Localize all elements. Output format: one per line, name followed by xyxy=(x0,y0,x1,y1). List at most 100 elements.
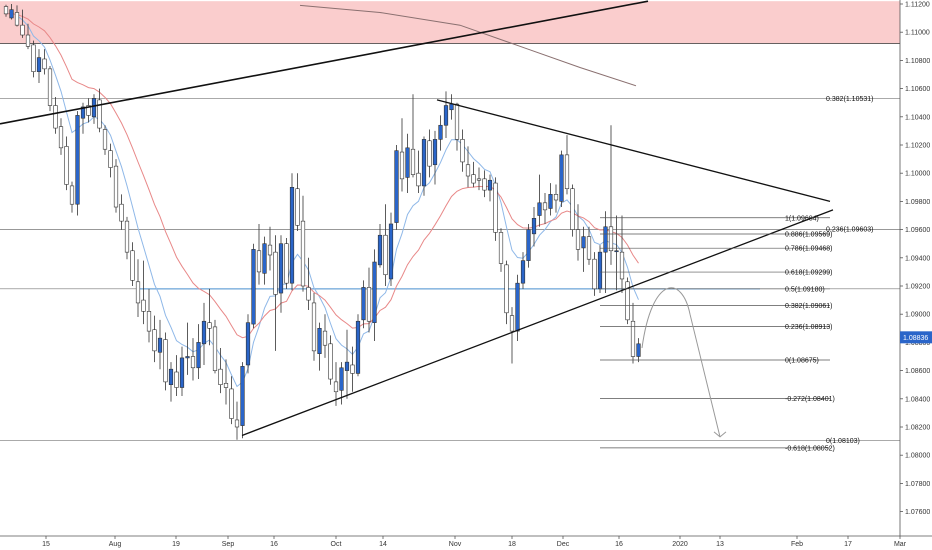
candle-down xyxy=(223,382,229,388)
x-tick-label: Aug xyxy=(109,541,122,548)
candle-up xyxy=(201,320,207,345)
candle-down xyxy=(311,302,317,352)
candle-down xyxy=(625,281,630,321)
y-tick-label: 1.08800 xyxy=(905,340,930,347)
candle-up xyxy=(372,261,377,323)
candle-down xyxy=(218,368,223,386)
y-tick-label: 1.10000 xyxy=(905,171,930,178)
current-price-tag xyxy=(900,331,932,344)
candle-up xyxy=(179,357,185,388)
x-tick-label: Mar xyxy=(894,541,907,548)
candle-down xyxy=(25,34,31,47)
fib-level-label: 0.382(1.09061) xyxy=(785,303,832,310)
candle-down xyxy=(471,174,476,184)
candle-up xyxy=(240,366,245,426)
candle-down xyxy=(328,343,333,380)
candle-up xyxy=(344,361,350,371)
candle-up xyxy=(157,337,163,353)
candle-up xyxy=(443,105,449,126)
x-tick-label: 16 xyxy=(615,541,623,548)
fib-level-label: 0.236(1.08913) xyxy=(785,324,832,331)
candle-up xyxy=(36,57,42,72)
y-tick-label: 1.11200 xyxy=(905,2,930,9)
candle-down xyxy=(64,146,69,185)
candle-down xyxy=(284,243,289,284)
fib-level-label: 0(1.08675) xyxy=(785,358,819,365)
candle-up xyxy=(245,322,251,366)
candles-group xyxy=(3,4,641,440)
fib-level-label: -0.618(1.08052) xyxy=(785,445,835,452)
candle-down xyxy=(108,150,113,168)
y-tick-label: 1.07600 xyxy=(905,509,930,516)
y-tick-label: 1.09200 xyxy=(905,284,930,291)
candle-up xyxy=(548,194,553,209)
candle-down xyxy=(267,244,273,256)
candle-down xyxy=(333,381,339,393)
candle-up xyxy=(388,223,394,280)
candle-down xyxy=(20,24,25,36)
candle-down xyxy=(564,154,570,190)
y-tick-label: 1.09800 xyxy=(905,199,930,206)
candle-down xyxy=(229,388,234,419)
y-tick-label: 1.09000 xyxy=(905,312,930,319)
candle-down xyxy=(608,226,614,252)
candle-down xyxy=(410,148,416,175)
candle-down xyxy=(553,194,559,201)
upper-triangle-trendline xyxy=(436,99,831,203)
x-tick-label: 14 xyxy=(379,541,387,548)
candle-down xyxy=(97,99,102,129)
y-tick-label: 1.08000 xyxy=(905,453,930,460)
candle-down xyxy=(504,264,509,314)
candle-up xyxy=(289,187,295,284)
candle-up xyxy=(75,115,80,205)
candle-up xyxy=(80,106,86,119)
projection-arrowhead xyxy=(713,431,727,438)
candle-down xyxy=(454,103,460,140)
candle-down xyxy=(58,126,64,149)
fib-level-label: -0.272(1.08401) xyxy=(785,396,835,403)
candle-up xyxy=(515,282,520,332)
fib-level-label: 0.618(1.09299) xyxy=(785,270,832,277)
candle-down xyxy=(383,234,388,276)
candle-down xyxy=(31,44,36,72)
candle-down xyxy=(113,165,119,208)
y-tick-label: 1.10600 xyxy=(905,86,930,93)
fib-level-label: 0.382(1.10531) xyxy=(826,96,873,103)
candle-down xyxy=(300,220,306,287)
y-tick-label: 1.08600 xyxy=(905,368,930,375)
candle-up xyxy=(185,356,190,359)
candle-down xyxy=(427,140,432,167)
candle-up xyxy=(377,234,383,266)
y-tick-label: 1.09600 xyxy=(905,227,930,234)
candle-down xyxy=(416,172,421,187)
fib-level-label: 0(1.08103) xyxy=(826,438,860,445)
fib-level-label: 1(1.09684) xyxy=(785,215,819,222)
candle-up xyxy=(614,250,619,253)
candle-down xyxy=(570,188,575,230)
candle-up xyxy=(317,327,322,354)
y-tick-label: 1.10400 xyxy=(905,114,930,121)
candle-down xyxy=(630,320,636,357)
candle-down xyxy=(306,287,311,301)
candle-down xyxy=(152,329,157,352)
candle-down xyxy=(42,58,47,70)
candle-up xyxy=(520,260,526,284)
candle-up xyxy=(168,368,174,386)
candle-down xyxy=(69,185,75,205)
candle-down xyxy=(586,236,592,260)
x-tick-label: 16 xyxy=(270,541,278,548)
fib-level-label: 0.236(1.09603) xyxy=(826,227,873,234)
candle-down xyxy=(482,178,487,191)
candle-down xyxy=(592,258,597,290)
lower-triangle-trendline xyxy=(241,209,834,437)
candle-down xyxy=(190,356,196,369)
candle-down xyxy=(465,164,471,177)
candle-down xyxy=(86,105,91,116)
x-tick-label: 18 xyxy=(508,541,516,548)
candle-up xyxy=(355,320,361,374)
x-tick-label: 17 xyxy=(844,541,852,548)
y-tick-label: 1.10800 xyxy=(905,58,930,65)
candle-down xyxy=(47,68,53,106)
